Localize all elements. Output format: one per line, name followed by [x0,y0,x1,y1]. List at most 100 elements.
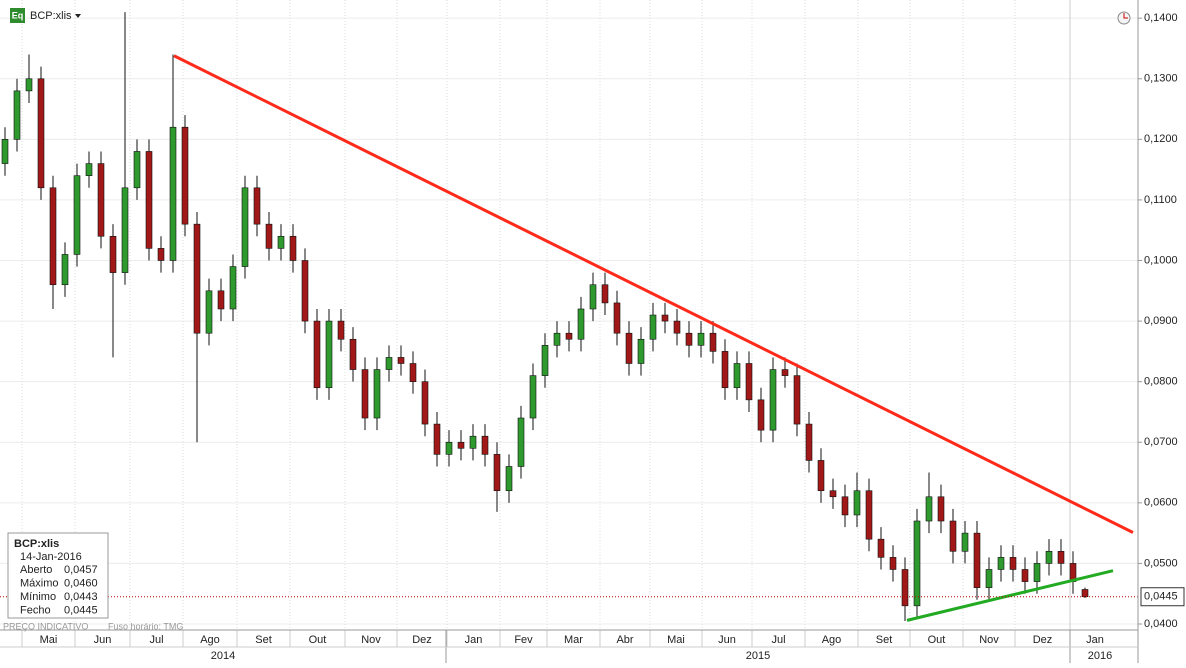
dropdown-arrow[interactable] [75,14,81,18]
icon[interactable] [10,8,25,23]
info-label: Aberto [20,564,52,576]
last-price-tag [1140,587,1185,607]
candle-body [889,557,897,570]
candle-body [37,78,45,189]
y-tick-label: 0,1300 [1144,73,1178,85]
info-label: Fecho [20,604,51,616]
candle-body [481,435,489,455]
candle-body [649,314,657,340]
candle-body [373,369,381,419]
info-value: 0,0445 [64,604,98,616]
candle-body [901,569,909,607]
candle-body [577,308,585,340]
year-label: 2016 [1088,650,1112,662]
x-tick-label: Out [928,634,946,646]
candle-body [253,187,261,225]
candle-body [169,126,177,261]
y-tick-label: 0,1400 [1144,12,1178,24]
candle-body [817,460,825,492]
x-tick-label: Nov [361,634,381,646]
candle-body [421,381,429,425]
candle-body [625,332,633,364]
info-value: 0,0457 [64,564,98,576]
candle-body [289,235,297,261]
candle-body [673,320,681,334]
candle-body [697,332,705,346]
candle-body [265,223,273,249]
y-tick-label: 0,0400 [1144,618,1178,630]
candle-body [145,151,153,249]
candle-body [241,187,249,267]
x-tick-label: Jan [465,634,483,646]
candle-body [589,284,597,310]
candle-body [961,532,969,552]
candle-body [469,435,477,449]
candle-body [553,332,561,346]
candle-body [937,496,945,522]
candle-body [121,187,129,273]
candle-body [913,520,921,607]
y-tick-label: 0,1100 [1144,194,1177,206]
y-tick-label: 0,0600 [1144,497,1178,509]
candle-body [877,538,885,558]
candle-body [997,557,1005,570]
candle-body [565,332,573,340]
candle-body [385,357,393,370]
candle-body [157,248,165,261]
info-box: BCP:xlis 14-Jan-2016 Aberto 0,0457 Máximo 0… [7,532,109,619]
candle-body [13,90,21,140]
x-tick-label: Jun [94,634,112,646]
y-tick-label: 0,0900 [1144,315,1178,327]
info-label: Mínimo [20,591,56,603]
candle-body [337,320,345,340]
x-tick-label: Mar [564,634,583,646]
candle-body [781,369,789,376]
candle-body [1081,589,1089,598]
info-value: 0,0460 [64,577,98,589]
clock-hand [1123,13,1128,19]
footer-timezone: Fuso horário: TMG [108,621,183,631]
candle-body [325,320,333,389]
x-tick-label: Jan [1086,634,1104,646]
candle-body [517,417,525,467]
x-tick-label: Set [876,634,893,646]
candle-body [1033,563,1041,582]
x-tick-label: Jul [771,634,785,646]
candle-body [793,375,801,425]
candle-body [193,223,201,334]
candle-body [205,290,213,334]
symbol[interactable]: BCP:xlis [30,10,72,22]
candle-body [505,466,513,492]
candle-body [97,163,105,237]
candle-body [601,284,609,304]
last-price-label: 0,0445 [1144,591,1178,603]
candle-body [217,290,225,310]
y-tick-label: 0,1200 [1144,133,1178,145]
x-tick-label: Ago [822,634,842,646]
x-tick-label: Set [255,634,272,646]
candle-body [1,139,9,164]
info-value: 0,0443 [64,591,98,603]
candle-body [829,490,837,498]
x-tick-label: Jun [718,634,736,646]
candle-body [61,254,69,286]
candle-body [769,369,777,431]
candle-body [73,175,81,255]
candle-body [445,441,453,455]
candle-body [133,151,141,189]
candle-body [457,441,465,449]
candle-body [745,363,753,401]
candle-body [85,163,93,176]
x-tick-label: Dez [1033,634,1053,646]
year-label: 2014 [211,650,235,662]
candle-body [949,520,957,552]
x-tick-label: Jul [149,634,163,646]
candle-body [313,320,321,389]
candle-body [301,260,309,322]
candle-body [529,375,537,419]
candle-body [685,332,693,346]
candles [1,12,1089,621]
x-tick-label: Ago [200,634,220,646]
